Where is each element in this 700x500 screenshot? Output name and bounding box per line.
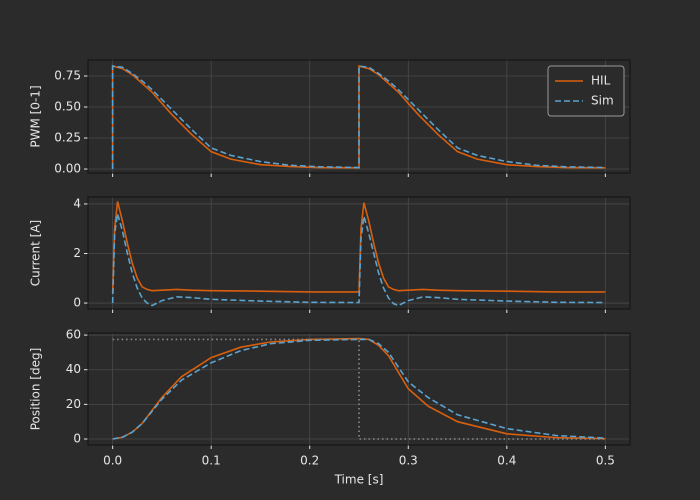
y-tick-label: 2 (73, 246, 81, 260)
x-tick-label: 0.5 (596, 454, 615, 468)
y-axis-label: Current [A] (29, 220, 43, 286)
y-axis-label: PWM [0-1] (29, 85, 43, 147)
legend-label: HIL (591, 74, 611, 88)
y-tick-label: 0 (73, 432, 81, 446)
y-tick-label: 0.00 (54, 162, 81, 176)
axes-frame (87, 332, 631, 446)
y-tick-label: 0 (73, 296, 81, 310)
series-line (112, 338, 606, 440)
legend-box (547, 65, 625, 117)
x-tick-label: 0.1 (202, 454, 221, 468)
y-tick-label: 20 (66, 397, 81, 411)
axes-frame (87, 59, 631, 174)
axes-frame (87, 196, 631, 310)
y-axis-label: Position [deg] (29, 348, 43, 431)
y-tick-label: 4 (73, 196, 81, 210)
y-tick-label: 60 (66, 328, 81, 342)
y-tick-label: 0.75 (54, 69, 81, 83)
y-tick-label: 0.50 (54, 100, 81, 114)
y-tick-label: 0.25 (54, 131, 81, 145)
x-tick-label: 0.0 (103, 454, 122, 468)
x-tick-label: 0.3 (399, 454, 418, 468)
x-tick-label: 0.4 (497, 454, 516, 468)
x-tick-label: 0.2 (300, 454, 319, 468)
x-axis-label: Time [s] (334, 473, 384, 487)
series-line (111, 65, 606, 170)
series-line (111, 213, 606, 307)
legend-label: Sim (591, 94, 614, 108)
y-tick-label: 40 (66, 362, 81, 376)
